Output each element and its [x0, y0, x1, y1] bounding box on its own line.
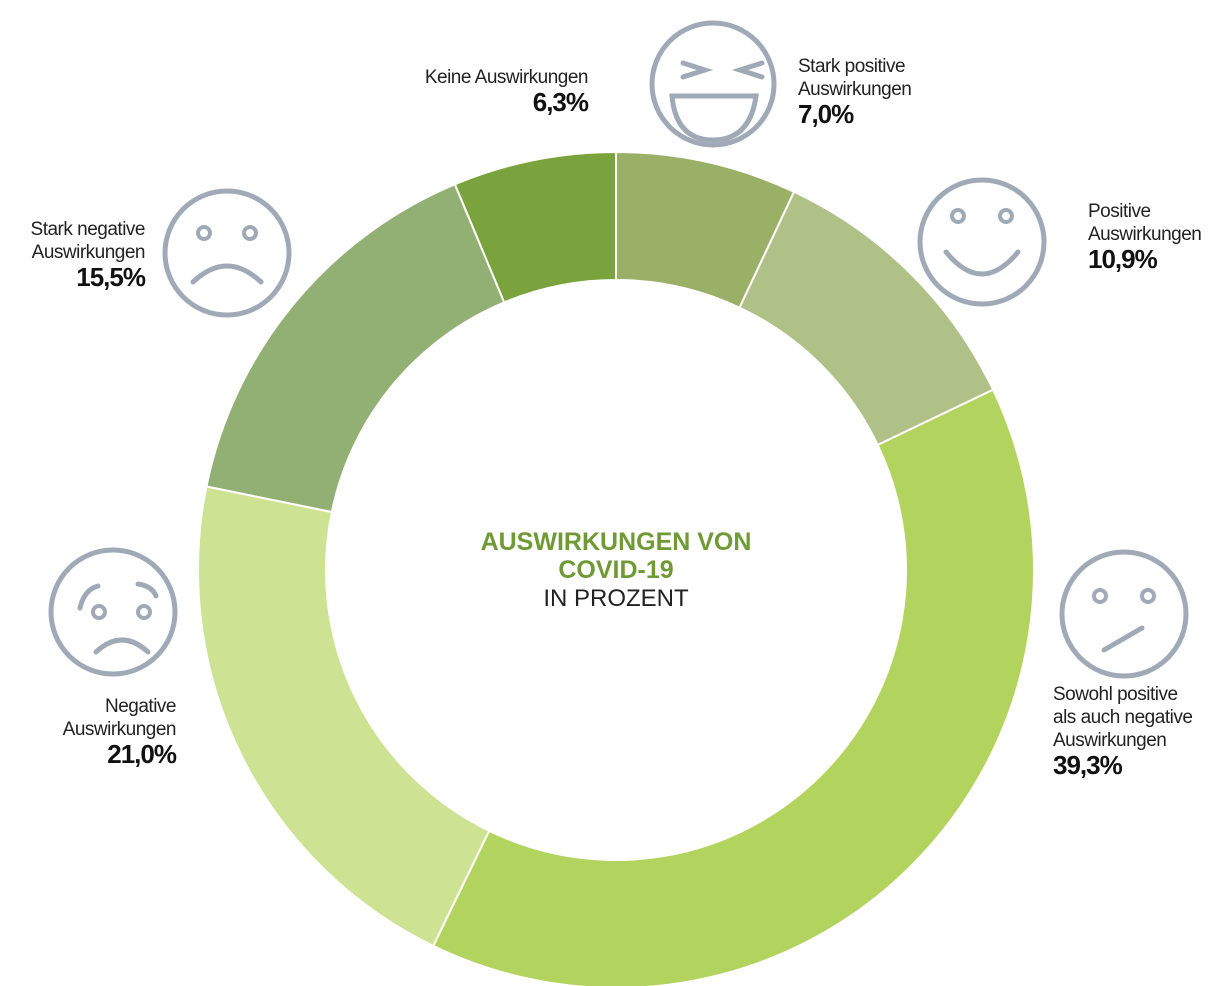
face-unsure [1059, 549, 1189, 679]
donut-segment [431, 388, 1035, 986]
chart-subtitle: IN PROZENT [543, 585, 689, 612]
value-label: 10,9% [1088, 244, 1158, 274]
category-name: Sowohl positive als auch negative Auswir… [1053, 684, 1193, 751]
chart-title: AUSWIRKUNGEN VON COVID-19 [480, 528, 752, 584]
category-name: Positive Auswirkungen [1088, 201, 1202, 245]
category-name: Keine Auswirkungen [424, 67, 589, 88]
segment-label: Keine Auswirkungen 6,3% [424, 66, 589, 117]
category-name: Stark positive Auswirkungen [798, 56, 912, 100]
donut-segment [738, 190, 995, 447]
segment-label: Positive Auswirkungen 10,9% [1088, 200, 1202, 274]
value-label: 7,0% [798, 99, 854, 129]
face-smile [917, 177, 1047, 307]
donut-segment [197, 485, 491, 948]
category-name: Stark negative Auswirkungen [30, 219, 146, 263]
face-icons [48, 20, 1189, 679]
donut-segment [205, 183, 506, 514]
category-name: Negative Auswirkungen [62, 696, 177, 740]
segment-label: Stark negative Auswirkungen 15,5% [30, 218, 146, 292]
face-worried [48, 547, 178, 677]
value-label: 6,3% [532, 87, 589, 117]
value-label: 15,5% [76, 262, 146, 292]
donut-segment [615, 150, 796, 309]
segment-label: Negative Auswirkungen 21,0% [62, 695, 177, 769]
segment-label: Sowohl positive als auch negative Auswir… [1053, 683, 1193, 780]
segment-label: Stark positive Auswirkungen 7,0% [798, 55, 912, 129]
center-label: AUSWIRKUNGEN VON COVID-19 IN PROZENT [416, 528, 816, 614]
face-sad [162, 188, 292, 318]
face-laugh [649, 20, 777, 148]
value-label: 39,3% [1053, 750, 1123, 780]
value-label: 21,0% [107, 739, 177, 769]
